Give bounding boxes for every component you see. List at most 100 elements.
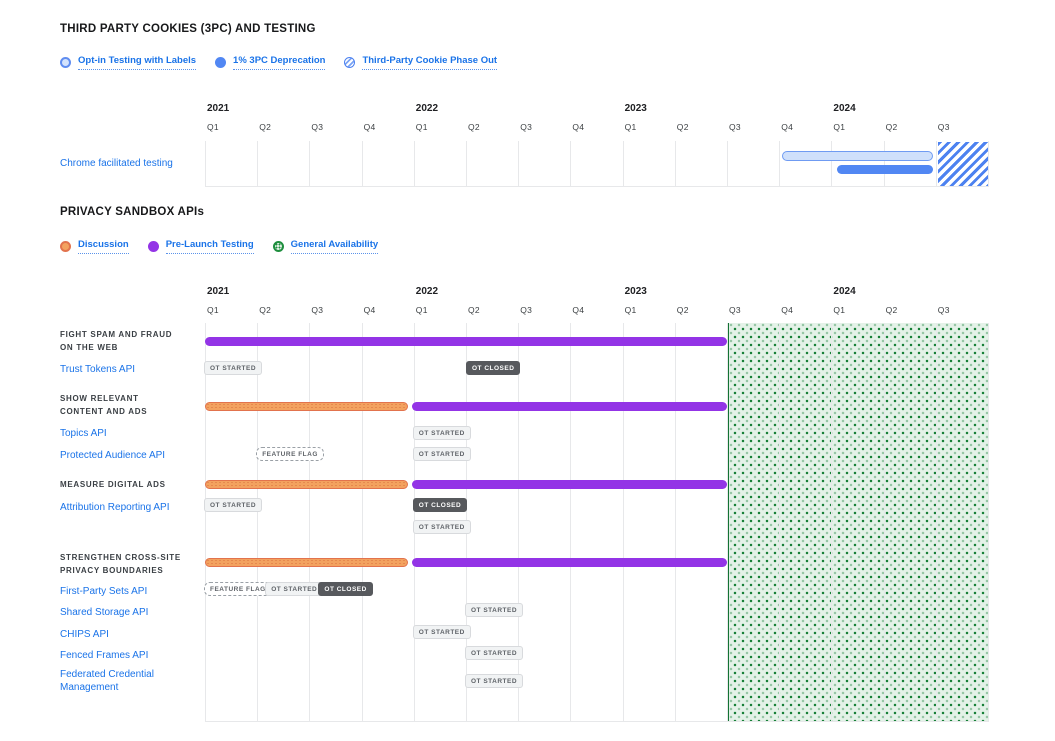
grid-line xyxy=(622,323,624,721)
legend-item-1-3pc-deprecation: 1% 3PC Deprecation xyxy=(215,55,326,70)
grid-line xyxy=(309,323,311,721)
axis-quarter-label: Q1 xyxy=(207,305,219,315)
bar-disc xyxy=(205,558,408,567)
grid-line xyxy=(779,141,781,186)
badge-ot-started: OT STARTED xyxy=(204,498,263,512)
badge-ot-started: OT STARTED xyxy=(465,674,524,688)
group-header-fight-spam-and-fraud: FIGHT SPAM AND FRAUD xyxy=(60,330,173,339)
axis-year-label: 2023 xyxy=(624,286,647,297)
legend-item-opt-in-testing-with-labels: Opt-in Testing with Labels xyxy=(60,55,197,70)
grid-line xyxy=(935,323,937,721)
cookie-phase-out-swatch-icon xyxy=(344,56,356,68)
row-label-chrome-facilitated-testing[interactable]: Chrome facilitated testing xyxy=(60,158,173,169)
bar-optin xyxy=(781,151,934,161)
grid-line xyxy=(309,141,311,186)
grid-line xyxy=(988,323,989,721)
bar-pre xyxy=(412,558,727,567)
api-link-protected-audience-api[interactable]: Protected Audience API xyxy=(60,450,166,461)
axis-quarter-label: Q3 xyxy=(520,122,533,132)
badge-ot-started: OT STARTED xyxy=(204,361,263,375)
api-link-topics-api[interactable]: Topics API xyxy=(60,428,107,439)
legend-item-third-party-cookie-phase-out: Third-Party Cookie Phase Out xyxy=(344,55,498,70)
axis-quarter-label: Q3 xyxy=(937,122,950,132)
legend-label-general-availability[interactable]: General Availability xyxy=(290,239,379,254)
grid-line xyxy=(831,141,833,186)
grid-line xyxy=(779,323,781,721)
axis-quarter-label: Q4 xyxy=(781,122,794,132)
grid-line xyxy=(361,141,363,186)
badge-ot-closed: OT CLOSED xyxy=(318,582,373,596)
axis-quarter-label: Q3 xyxy=(520,305,533,315)
axis-baseline xyxy=(205,186,989,187)
grid-line xyxy=(935,141,937,186)
axis-year-label: 2022 xyxy=(415,103,439,114)
legend-label-discussion[interactable]: Discussion xyxy=(78,239,129,254)
axis-quarter-label: Q4 xyxy=(363,122,376,132)
grid-line xyxy=(727,323,728,721)
legend-label-third-party-cookie-phase-out[interactable]: Third-Party Cookie Phase Out xyxy=(362,55,498,70)
general-availability-swatch-icon xyxy=(272,240,284,252)
badge-ot-closed: OT CLOSED xyxy=(466,361,521,375)
axis-quarter-label: Q3 xyxy=(937,305,950,315)
grid-line xyxy=(988,141,989,186)
axis-quarter-label: Q2 xyxy=(259,305,272,315)
axis-year-label: 2024 xyxy=(833,103,856,114)
axis-year-label: 2022 xyxy=(415,286,439,297)
group-header-strengthen-cross-site: STRENGTHEN CROSS-SITE xyxy=(60,553,181,562)
axis-quarter-label: Q3 xyxy=(311,122,324,132)
grid-line xyxy=(413,141,415,186)
grid-line xyxy=(257,323,259,721)
group-header-measure-digital-ads: MEASURE DIGITAL ADS xyxy=(60,480,166,489)
axis-quarter-label: Q3 xyxy=(729,305,741,315)
grid-line xyxy=(622,141,624,186)
api-link-chips-api[interactable]: CHIPS API xyxy=(60,629,109,640)
axis-year-label: 2021 xyxy=(207,103,230,114)
axis-year-label: 2024 xyxy=(833,286,856,297)
axis-quarter-label: Q4 xyxy=(572,305,585,315)
api-link-attribution-reporting-api[interactable]: Attribution Reporting API xyxy=(60,502,170,513)
api-link-first-party-sets-api[interactable]: First-Party Sets API xyxy=(60,586,148,597)
legend-apis: Discussion Pre-Launch Testing General Avai… xyxy=(60,239,379,254)
pre-launch-testing-swatch-icon xyxy=(147,240,159,252)
axis-quarter-label: Q1 xyxy=(207,122,219,132)
axis-quarter-label: Q3 xyxy=(311,305,324,315)
badge-ot-started: OT STARTED xyxy=(465,603,524,617)
grid-line xyxy=(205,141,206,186)
axis-year-label: 2023 xyxy=(624,103,647,114)
legend-item-pre-launch-testing: Pre-Launch Testing xyxy=(147,239,254,254)
badge-ot-started: OT STARTED xyxy=(465,646,524,660)
axis-year-label: 2021 xyxy=(207,286,230,297)
legend-label-pre-launch-testing[interactable]: Pre-Launch Testing xyxy=(165,239,254,254)
grid-line xyxy=(518,141,520,186)
grid-line xyxy=(466,141,467,186)
legend-label-opt-in-testing-with-labels[interactable]: Opt-in Testing with Labels xyxy=(78,55,197,70)
axis-quarter-label: Q2 xyxy=(468,305,480,315)
axis-quarter-label: Q1 xyxy=(833,305,846,315)
grid-line xyxy=(674,141,676,186)
axis-quarter-label: Q2 xyxy=(676,122,689,132)
axis-quarter-label: Q1 xyxy=(415,305,428,315)
axis-quarter-label: Q2 xyxy=(676,305,689,315)
legend-label-1-3pc-deprecation[interactable]: 1% 3PC Deprecation xyxy=(233,55,326,70)
legend-item-discussion: Discussion xyxy=(60,239,129,254)
grid-line xyxy=(727,141,728,186)
api-link-fenced-frames-api[interactable]: Fenced Frames API xyxy=(60,650,149,661)
bar-disc xyxy=(205,480,408,489)
api-link-shared-storage-api[interactable]: Shared Storage API xyxy=(60,607,149,618)
discussion-swatch-icon xyxy=(60,240,71,252)
axis-quarter-label: Q2 xyxy=(885,122,898,132)
badge-ot-started: OT STARTED xyxy=(412,625,471,639)
bar-pre xyxy=(412,480,727,489)
api-link-federated-credential[interactable]: Federated Credential xyxy=(60,669,154,680)
api-link-trust-tokens-api[interactable]: Trust Tokens API xyxy=(60,364,136,375)
grid-line xyxy=(205,323,206,721)
bar-pre xyxy=(205,337,727,346)
badge-ot-started: OT STARTED xyxy=(412,447,471,461)
general-availability-region xyxy=(727,323,988,721)
badge-ot-started: OT STARTED xyxy=(412,426,471,440)
badge-feature-flag: FEATURE FLAG xyxy=(256,447,324,461)
axis-quarter-label: Q4 xyxy=(781,305,794,315)
api-link-federated-credential[interactable]: Management xyxy=(60,682,119,693)
grid-line xyxy=(883,141,885,186)
